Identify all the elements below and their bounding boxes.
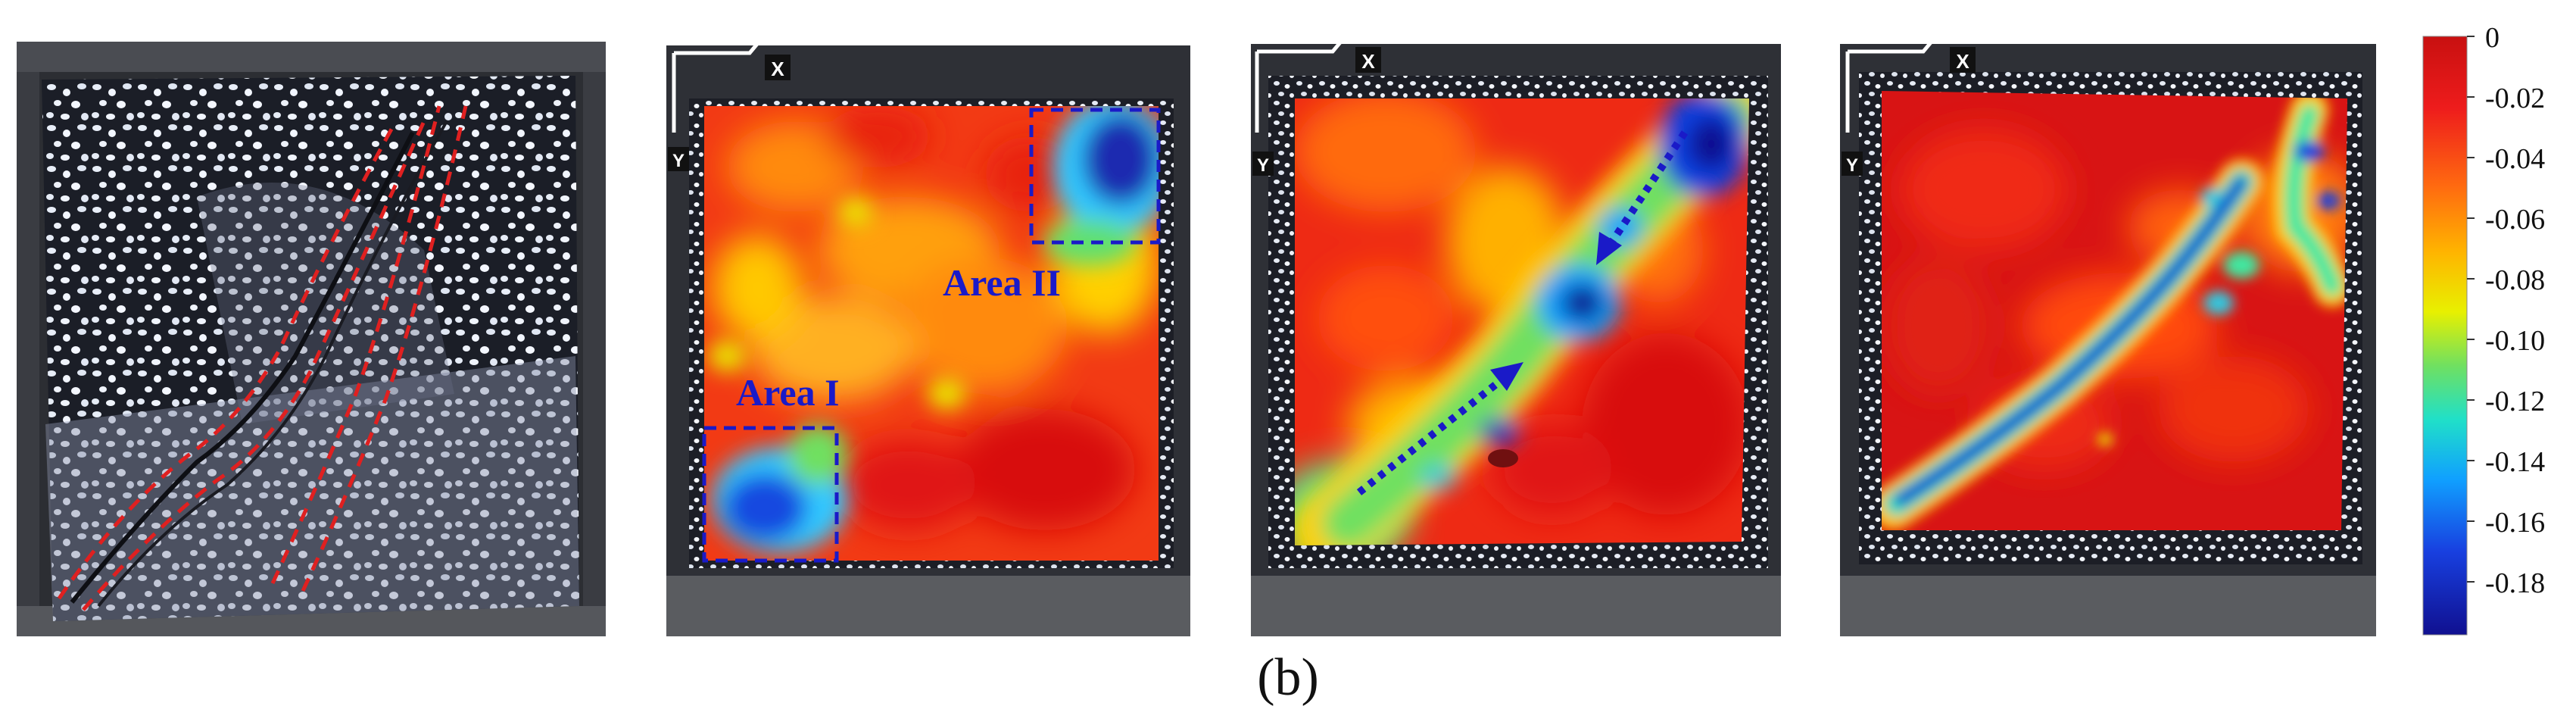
colorbar-tick-label: -0.02 [2485, 83, 2545, 114]
colorbar-tick-label: 0 [2485, 22, 2500, 54]
axis-x-label-2: X [1361, 50, 1375, 73]
colorbar-gradient [2422, 36, 2468, 636]
colorbar-tick-label: -0.08 [2485, 264, 2545, 296]
arrow-up-right [1356, 376, 1506, 495]
area-ii-box [1029, 108, 1161, 245]
panel-strain-map-2: X Y [1251, 41, 1781, 636]
colorbar-tick-label: -0.04 [2485, 143, 2545, 175]
axis-y-label-3: Y [1846, 155, 1858, 176]
colorbar-tick-label: -0.10 [2485, 325, 2545, 357]
colorbar: 0 -0.02 -0.04 -0.06 -0.08 -0.10 -0.12 -0.14 -0.1… [2422, 22, 2545, 636]
axis-y-label-2: Y [1257, 155, 1269, 176]
colorbar-tick-label: -0.06 [2485, 204, 2545, 236]
axis-x-label-3: X [1956, 50, 1969, 73]
colorbar-tick-label: -0.12 [2485, 386, 2545, 417]
colorbar-tick-label: -0.14 [2485, 446, 2545, 478]
panel-strain-map-1: X Y Area I Area II [666, 42, 1190, 636]
figure-caption: (b) [1257, 648, 1319, 707]
axis-x-label-1: X [771, 58, 784, 80]
colorbar-tick-label: -0.18 [2485, 567, 2545, 599]
panel-specimen-photo [17, 42, 606, 636]
colorbar-tick-label: -0.16 [2485, 507, 2545, 539]
area-ii-label: Area II [943, 261, 1061, 304]
colorbar-ticks: 0 -0.02 -0.04 -0.06 -0.08 -0.10 -0.12 -0.14 -0.1… [2467, 22, 2545, 599]
area-i-box [702, 426, 839, 563]
axis-y-label-1: Y [672, 151, 685, 171]
arrow-down-left [1605, 130, 1689, 248]
panel-strain-map-3: X Y [1840, 41, 2376, 636]
area-i-label: Area I [736, 371, 840, 414]
